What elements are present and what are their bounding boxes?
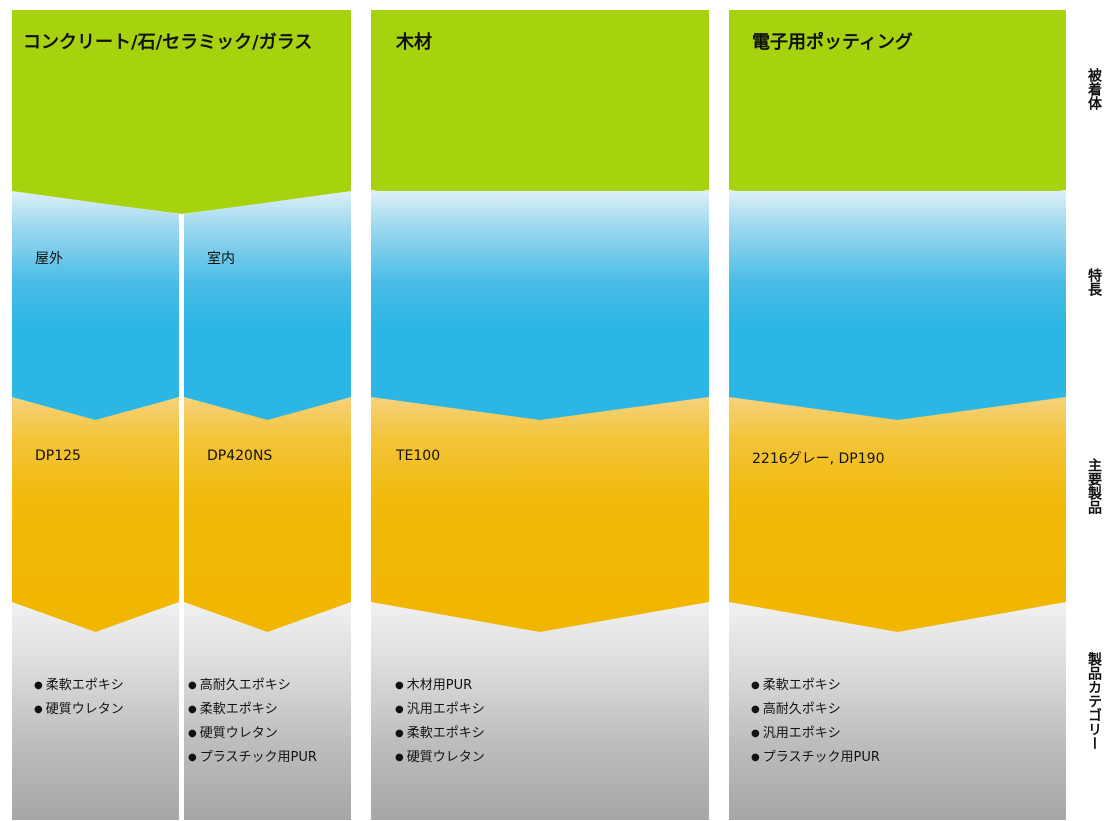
column-electronics: 電子用ポッティング 2216グレー, DP190 柔軟エポキシ 高耐久ポキシ 汎… <box>729 10 1066 820</box>
feature-band <box>729 191 1066 421</box>
feature-band-outdoor <box>12 191 179 421</box>
category-list: 柔軟エポキシ 高耐久ポキシ 汎用エポキシ プラスチック用PUR <box>751 674 880 770</box>
column-title: コンクリート/石/セラミック/ガラス <box>23 32 313 53</box>
category-item: プラスチック用PUR <box>751 746 880 770</box>
product-indoor: DP420NS <box>207 448 273 464</box>
product-outdoor: DP125 <box>35 448 81 464</box>
column-concrete: コンクリート/石/セラミック/ガラス 屋外 室内 DP125 DP420NS 柔… <box>12 10 351 820</box>
feature-band-indoor <box>184 191 351 421</box>
product-band-indoor <box>184 397 351 632</box>
feature-outdoor: 屋外 <box>35 251 63 267</box>
column-title: 電子用ポッティング <box>752 32 913 53</box>
row-label-features: 特長 <box>1086 268 1102 296</box>
category-list-outdoor: 柔軟エポキシ 硬質ウレタン <box>34 674 124 722</box>
category-item: 硬質ウレタン <box>34 698 124 722</box>
category-item: 柔軟エポキシ <box>751 674 880 698</box>
product-band <box>729 397 1066 632</box>
category-item: 硬質ウレタン <box>188 722 317 746</box>
category-item: プラスチック用PUR <box>188 746 317 770</box>
row-label-categories: 製品カテゴリー <box>1086 652 1102 750</box>
column-wood: 木材 TE100 木材用PUR 汎用エポキシ 柔軟エポキシ 硬質ウレタン <box>371 10 709 820</box>
category-item: 柔軟エポキシ <box>34 674 124 698</box>
category-item: 汎用エポキシ <box>751 722 880 746</box>
row-label-products: 主要製品 <box>1086 458 1102 514</box>
feature-band <box>371 191 709 421</box>
category-item: 高耐久エポキシ <box>188 674 317 698</box>
category-item: 柔軟エポキシ <box>395 722 485 746</box>
column-title: 木材 <box>396 32 432 53</box>
category-item: 汎用エポキシ <box>395 698 485 722</box>
row-label-adherend: 被着体 <box>1086 68 1102 110</box>
category-list-indoor: 高耐久エポキシ 柔軟エポキシ 硬質ウレタン プラスチック用PUR <box>188 674 317 770</box>
product: 2216グレー, DP190 <box>752 451 885 467</box>
product-band <box>371 397 709 632</box>
category-list: 木材用PUR 汎用エポキシ 柔軟エポキシ 硬質ウレタン <box>395 674 485 770</box>
category-item: 木材用PUR <box>395 674 485 698</box>
adherend-band <box>371 10 709 214</box>
category-item: 硬質ウレタン <box>395 746 485 770</box>
adherend-band <box>12 10 351 214</box>
adherend-band <box>729 10 1066 214</box>
product: TE100 <box>396 448 441 464</box>
feature-indoor: 室内 <box>207 251 235 267</box>
category-item: 柔軟エポキシ <box>188 698 317 722</box>
product-band-outdoor <box>12 397 179 632</box>
category-item: 高耐久ポキシ <box>751 698 880 722</box>
